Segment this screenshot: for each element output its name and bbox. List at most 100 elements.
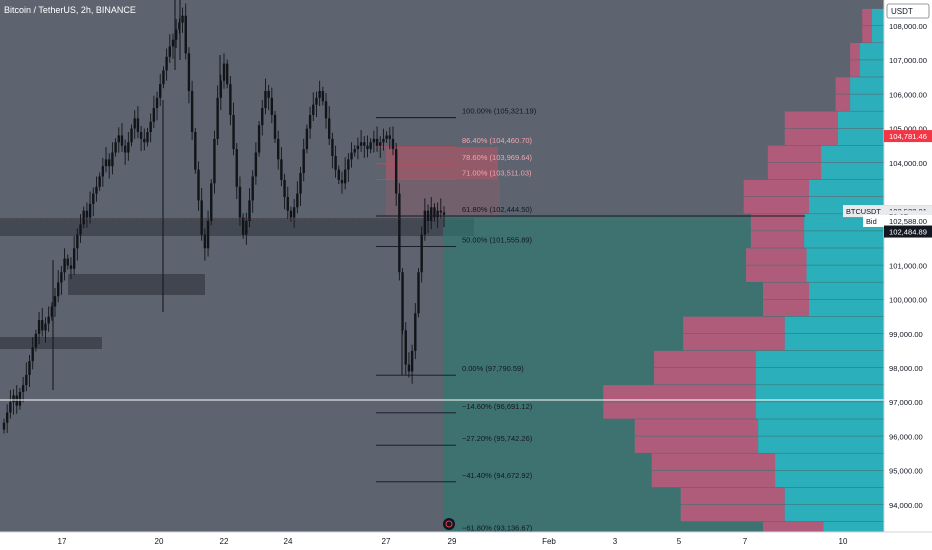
volume-ask-bar — [654, 350, 756, 368]
fib-label: 50.00% (101,555.89) — [462, 235, 533, 244]
candle-body — [321, 90, 325, 102]
candle-body — [2, 422, 6, 430]
candle-body — [21, 385, 25, 392]
volume-bid-bar — [775, 453, 884, 470]
candle-body — [53, 296, 57, 307]
price-tick-label: 94,000.00 — [889, 501, 923, 510]
candle-body — [25, 374, 28, 386]
candle-body — [171, 39, 175, 47]
candle-body — [442, 212, 446, 215]
volume-ask-bar — [603, 385, 756, 402]
candle-body — [305, 128, 309, 150]
candle-body — [85, 210, 89, 218]
currency-label: USDT — [891, 7, 913, 16]
volume-bid-bar — [808, 179, 884, 197]
price-tick-label: 98,000.00 — [889, 364, 923, 373]
candle-body — [104, 159, 108, 167]
volume-ask-bar — [683, 316, 785, 334]
volume-ask-bar — [743, 179, 809, 197]
candle-body — [366, 145, 369, 150]
volume-ask-bar — [763, 299, 809, 317]
volume-ask-bar — [763, 282, 809, 299]
last-price-tag-value: 102,484.89 — [889, 228, 927, 237]
candle-body — [369, 142, 372, 150]
volume-bid-bar — [758, 419, 884, 436]
candle-body — [136, 118, 140, 133]
candle-body — [299, 173, 302, 194]
candle-body — [31, 347, 34, 362]
fib-label: 86.40% (104,460.70) — [462, 136, 533, 145]
price-axis-background — [884, 0, 932, 550]
candle-body — [155, 97, 159, 109]
volume-ask-bar — [750, 231, 805, 248]
candle-body — [273, 114, 277, 139]
candle-body — [331, 138, 334, 156]
volume-bid-bar — [808, 299, 884, 317]
volume-ask-bar — [603, 402, 756, 419]
candle-body — [203, 234, 207, 249]
volume-bid-bar — [808, 282, 884, 299]
candle-body — [210, 183, 213, 221]
candle-body — [375, 138, 379, 146]
candle-body — [44, 323, 47, 331]
candle-body — [257, 125, 261, 153]
price-tick-label: 104,000.00 — [889, 159, 927, 168]
candle-body — [190, 90, 194, 133]
candle-body — [363, 142, 366, 146]
candle-body — [302, 149, 305, 174]
candle-body — [98, 176, 101, 187]
fib-label: −14.60% (96,691.12) — [462, 402, 533, 411]
candle-body — [174, 29, 178, 40]
candle-body — [417, 272, 420, 314]
volume-bid-bar — [850, 94, 884, 111]
volume-bid-bar — [755, 385, 884, 402]
candle-body — [178, 22, 181, 30]
candle-body — [60, 272, 63, 283]
candle-body — [194, 132, 197, 170]
lower-zone-box — [0, 337, 102, 349]
volume-bid-bar — [821, 162, 884, 180]
volume-ask-bar — [680, 504, 785, 522]
currency-box — [886, 3, 930, 19]
volume-ask-bar — [784, 111, 839, 128]
candle-body — [37, 320, 41, 334]
candle-body — [139, 132, 143, 139]
price-tick-label: 95,000.00 — [889, 467, 923, 476]
volume-ask-bar — [651, 453, 776, 470]
candle-body — [430, 207, 433, 221]
time-tick-label: 29 — [448, 537, 457, 546]
symbol-tag-label: BTCUSDT — [846, 207, 881, 216]
candle-body — [232, 114, 235, 150]
fib-label: −27.20% (95,742.26) — [462, 434, 533, 443]
candle-body — [200, 200, 203, 235]
volume-bid-bar — [784, 487, 884, 505]
time-tick-label: 22 — [220, 537, 229, 546]
candle-body — [72, 248, 76, 269]
candle-body — [206, 220, 210, 249]
candle-body — [318, 90, 321, 98]
candle-body — [63, 258, 66, 273]
price-tick-label: 101,000.00 — [889, 261, 927, 270]
volume-ask-bar — [634, 419, 759, 436]
candle-body — [359, 142, 363, 146]
volume-ask-bar — [850, 60, 860, 77]
candle-body — [114, 142, 117, 153]
candle-body — [350, 152, 353, 160]
bid-tag-label: Bid — [866, 217, 877, 226]
volume-ask-bar — [746, 248, 807, 265]
fib-label: 61.80% (102,444.50) — [462, 205, 533, 214]
candle-body — [280, 159, 283, 180]
price-tick-label: 97,000.00 — [889, 398, 923, 407]
fib-label: 71.00% (103,511.03) — [462, 169, 532, 178]
volume-bid-bar — [871, 8, 884, 26]
volume-bid-bar — [775, 470, 884, 488]
fib-label: 100.00% (105,321.19) — [462, 107, 537, 116]
candle-body — [292, 207, 296, 218]
candle-body — [407, 364, 411, 372]
candle-body — [264, 90, 267, 109]
candle-body — [123, 145, 127, 153]
candle-body — [245, 220, 248, 235]
candle-body — [388, 135, 391, 139]
